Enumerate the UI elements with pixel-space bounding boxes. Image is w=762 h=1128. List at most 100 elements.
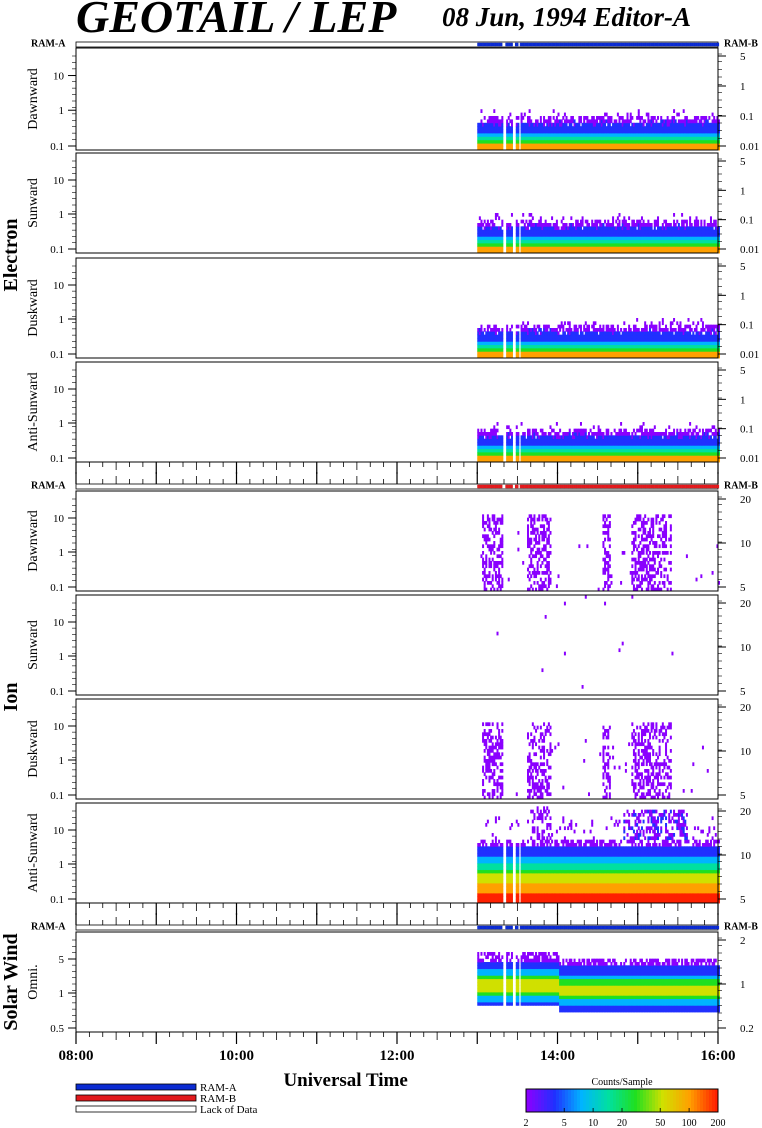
- ram-segment: [500, 42, 502, 47]
- heatmap-cell: [546, 246, 549, 251]
- ram-segment: [692, 925, 694, 930]
- heatmap-cell: [677, 239, 680, 244]
- heatmap-cell: [568, 146, 571, 151]
- heatmap-cell: [605, 328, 608, 332]
- heatmap-cell: [594, 146, 597, 151]
- heatmap-cell: [515, 249, 518, 254]
- heatmap-cell: [661, 246, 664, 251]
- heatmap-cell: [673, 223, 676, 227]
- heatmap-cell: [549, 249, 552, 254]
- heatmap-cell: [668, 133, 671, 137]
- heatmap-cell: [618, 239, 621, 244]
- heatmap-cell: [546, 331, 549, 336]
- heatmap-cell: [578, 239, 581, 244]
- heatmap-cell: [706, 223, 709, 227]
- heatmap-cell: [698, 239, 701, 244]
- heatmap-cell: [482, 143, 485, 147]
- heatmap-cell: [562, 136, 565, 141]
- heatmap-cell: [549, 246, 552, 251]
- heatmap-cell: [591, 136, 594, 141]
- heatmap-cell: [626, 146, 629, 151]
- heatmap-cell: [624, 119, 627, 124]
- heatmap-cell: [645, 129, 648, 134]
- heatmap-cell: [596, 146, 599, 151]
- heatmap-cell: [623, 119, 626, 124]
- ram-segment: [672, 42, 674, 47]
- heatmap-cell: [718, 229, 721, 234]
- heatmap-cell: [586, 223, 589, 227]
- heatmap-cell: [604, 249, 607, 254]
- heatmap-cell: [624, 233, 627, 237]
- heatmap-cell: [604, 122, 607, 127]
- heatmap-cell: [645, 223, 648, 227]
- heatmap-cell: [673, 243, 676, 247]
- ram-segment: [556, 484, 558, 489]
- heatmap-cell: [520, 351, 523, 356]
- ram-segment: [650, 925, 652, 930]
- heatmap-cell: [626, 249, 629, 254]
- heatmap-cell: [674, 243, 677, 247]
- heatmap-cell: [644, 233, 647, 237]
- heatmap-cell: [693, 219, 696, 224]
- heatmap-cell: [663, 239, 666, 244]
- heatmap-cell: [636, 331, 639, 336]
- heatmap-cell: [554, 122, 557, 127]
- heatmap-cell: [658, 331, 661, 336]
- heatmap-cell: [668, 249, 671, 254]
- heatmap-cell: [684, 226, 687, 231]
- heatmap-cell: [684, 129, 687, 134]
- ram-segment: [612, 484, 614, 489]
- ram-segment: [477, 484, 479, 489]
- heatmap-cell: [634, 239, 637, 244]
- ram-segment: [684, 925, 686, 930]
- heatmap-cell: [645, 236, 648, 241]
- heatmap-cell: [610, 143, 613, 147]
- heatmap-cell: [700, 136, 703, 141]
- heatmap-cell: [560, 136, 563, 141]
- heatmap-cell: [499, 136, 502, 141]
- heatmap-cell: [596, 328, 599, 332]
- heatmap-cell: [486, 354, 489, 359]
- heatmap-cell: [571, 133, 574, 137]
- ram-segment: [675, 484, 677, 489]
- heatmap-cell: [685, 219, 688, 224]
- heatmap-cell: [632, 324, 635, 329]
- heatmap-cell: [689, 331, 692, 336]
- heatmap-cell: [488, 139, 491, 144]
- heatmap-cell: [551, 133, 554, 137]
- heatmap-cell: [637, 122, 640, 127]
- heatmap-cell: [482, 331, 485, 336]
- heatmap-cell: [530, 354, 533, 359]
- heatmap-cell: [681, 146, 684, 151]
- heatmap-cell: [665, 243, 668, 247]
- heatmap-cell: [703, 133, 706, 137]
- heatmap-cell: [642, 219, 645, 224]
- heatmap-cell: [706, 133, 709, 137]
- heatmap-cell: [579, 116, 582, 120]
- heatmap-cell: [591, 246, 594, 251]
- ram-segment: [654, 484, 656, 489]
- heatmap-cell: [555, 136, 558, 141]
- heatmap-cell: [547, 116, 550, 120]
- heatmap-cell: [483, 116, 486, 120]
- heatmap-cell: [642, 129, 645, 134]
- heatmap-cell: [685, 249, 688, 254]
- ram-segment: [632, 42, 634, 47]
- heatmap-cell: [575, 354, 578, 359]
- heatmap-cell: [490, 246, 493, 251]
- heatmap-cell: [624, 344, 627, 349]
- heatmap-cell: [546, 229, 549, 234]
- ram-segment: [523, 484, 525, 489]
- ram-segment: [617, 484, 619, 489]
- heatmap-cell: [510, 213, 513, 217]
- ram-segment: [565, 484, 567, 489]
- heatmap-cell: [498, 143, 501, 147]
- heatmap-cell: [543, 351, 546, 356]
- heatmap-cell: [555, 348, 558, 352]
- heatmap-cell: [645, 328, 648, 332]
- heatmap-cell: [650, 136, 653, 141]
- heatmap-cell: [616, 139, 619, 144]
- heatmap-cell: [610, 136, 613, 141]
- heatmap-cell: [658, 239, 661, 244]
- heatmap-cell: [576, 126, 579, 130]
